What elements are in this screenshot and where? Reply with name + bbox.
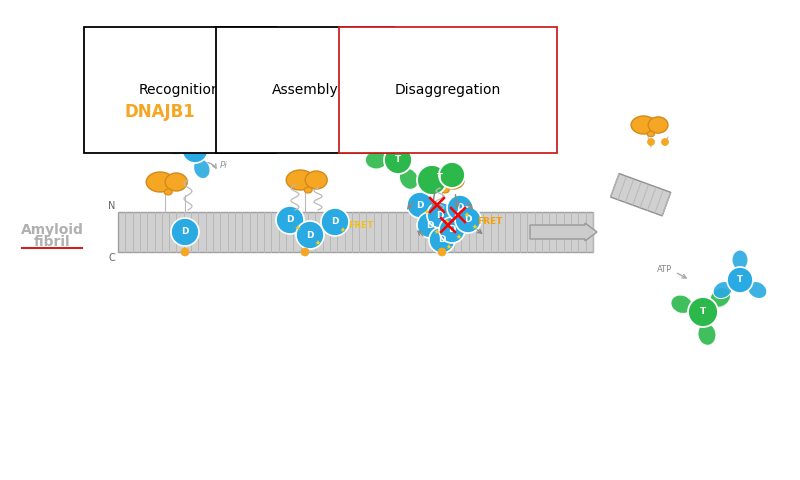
Text: Pi: Pi [412,133,418,143]
Ellipse shape [165,173,187,191]
Circle shape [407,192,433,218]
Circle shape [662,139,669,145]
Text: Disaggregation: Disaggregation [395,83,501,97]
Ellipse shape [399,168,418,189]
Circle shape [427,202,453,228]
Ellipse shape [423,170,451,190]
Circle shape [439,162,465,188]
Circle shape [417,165,447,195]
Text: T: T [700,308,706,316]
Circle shape [455,207,481,233]
Text: D: D [448,226,456,235]
Ellipse shape [631,116,656,134]
Text: D: D [286,216,294,225]
Text: D: D [306,230,314,240]
Circle shape [438,248,446,256]
Text: T: T [192,145,198,155]
Circle shape [182,137,208,163]
Text: T: T [437,173,443,182]
Circle shape [429,227,455,253]
Bar [118,212,593,252]
Ellipse shape [286,170,314,190]
Text: ATP: ATP [375,133,389,143]
Text: D: D [464,216,472,225]
Text: Recognition: Recognition [139,83,221,97]
Ellipse shape [194,159,210,179]
Circle shape [171,218,199,246]
Ellipse shape [442,187,450,193]
Ellipse shape [698,324,716,345]
Text: C: C [108,253,115,263]
Circle shape [296,221,324,249]
Ellipse shape [648,117,668,133]
Text: D: D [436,211,444,219]
Ellipse shape [399,131,418,152]
Text: FRET: FRET [348,220,374,229]
Ellipse shape [732,250,748,270]
Text: HSP110: HSP110 [370,111,442,129]
Ellipse shape [748,281,767,299]
Text: D: D [182,228,189,237]
Text: HSP70: HSP70 [154,111,215,129]
Text: DNAJB1: DNAJB1 [125,103,195,121]
Circle shape [181,248,189,256]
Text: Assembly: Assembly [272,83,338,97]
Ellipse shape [146,172,174,192]
Text: D: D [438,236,446,244]
Text: ATP: ATP [658,265,673,275]
FancyArrow shape [530,223,597,241]
Text: D: D [416,201,424,209]
Ellipse shape [306,171,327,189]
Circle shape [321,208,349,236]
Ellipse shape [366,151,387,169]
Ellipse shape [442,171,464,189]
Ellipse shape [710,288,730,307]
Ellipse shape [166,138,186,155]
Circle shape [384,146,412,174]
Text: N: N [108,201,115,211]
Text: FRET: FRET [477,217,502,227]
Ellipse shape [671,295,693,313]
Circle shape [727,267,753,293]
Circle shape [439,217,465,243]
Ellipse shape [713,281,732,299]
Text: fibril: fibril [34,235,70,249]
FancyBboxPatch shape [610,174,670,216]
Ellipse shape [164,189,172,195]
Ellipse shape [304,187,312,193]
Text: D: D [426,220,434,229]
Circle shape [688,297,718,327]
Text: T: T [737,276,743,285]
Circle shape [447,195,473,221]
Circle shape [417,212,443,238]
Text: Amyloid: Amyloid [21,223,83,237]
Circle shape [276,206,304,234]
Text: T: T [395,156,401,165]
Text: D: D [331,217,338,227]
Ellipse shape [199,125,217,144]
Text: Pi: Pi [220,160,228,169]
Text: D: D [456,204,464,213]
Circle shape [301,248,309,256]
Ellipse shape [647,132,654,137]
Circle shape [647,139,654,145]
